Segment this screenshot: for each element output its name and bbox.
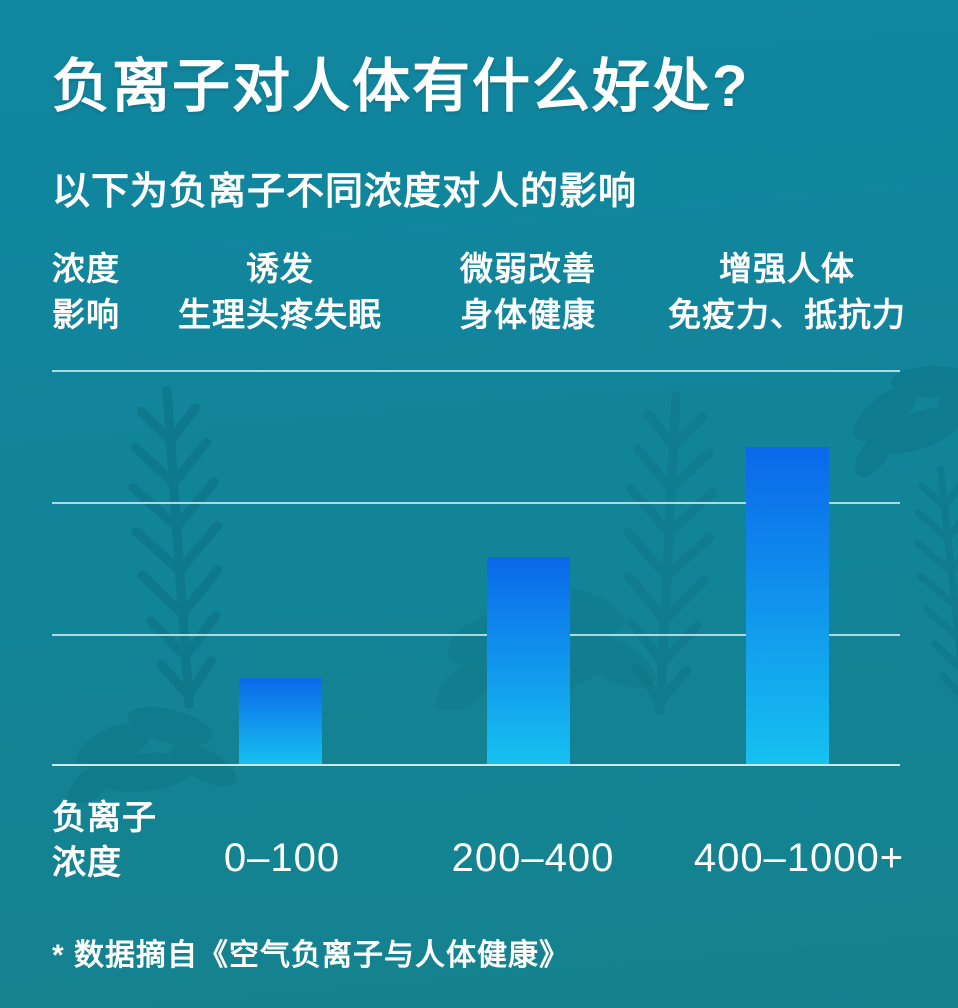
- data-source-footnote: * 数据摘自《空气负离子与人体健康》: [52, 939, 571, 972]
- gridline: [52, 634, 900, 636]
- effect-label-line2: 身体健康: [460, 296, 596, 333]
- x-axis-title-line2: 浓度: [52, 844, 122, 882]
- effect-label-line1: 诱发: [246, 250, 314, 287]
- x-tick-200-400: 200–400: [451, 836, 615, 880]
- gridline: [52, 502, 900, 504]
- effect-label-low-concentration: 诱发 生理头疼失眠: [119, 246, 441, 338]
- bar-400-1000plus: [746, 447, 829, 766]
- corner-label-line1: 浓度: [52, 250, 120, 287]
- effect-label-line2: 免疫力、抵抗力: [668, 296, 906, 333]
- corner-label-line2: 影响: [52, 296, 120, 333]
- effect-label-line1: 增强人体: [719, 250, 855, 287]
- effect-label-mid-concentration: 微弱改善 身体健康: [367, 246, 689, 338]
- x-axis-line: [52, 764, 900, 766]
- bar-200-400: [487, 557, 570, 766]
- x-tick-0-100: 0–100: [223, 836, 341, 880]
- x-axis-title: 负离子 浓度: [52, 796, 157, 886]
- page-subtitle: 以下为负离子不同浓度对人的影响: [52, 171, 638, 213]
- effect-label-line1: 微弱改善: [460, 250, 596, 287]
- page-title: 负离子对人体有什么好处?: [52, 54, 750, 119]
- x-axis-title-line1: 负离子: [52, 799, 157, 837]
- corner-label-concentration-effect: 浓度 影响: [52, 246, 120, 338]
- effect-label-line2: 生理头疼失眠: [178, 296, 382, 333]
- bar-chart: [52, 370, 900, 766]
- gridline: [52, 370, 900, 372]
- x-tick-400-1000plus: 400–1000+: [693, 836, 905, 880]
- bar-0-100: [239, 678, 322, 766]
- effect-label-high-concentration: 增强人体 免疫力、抵抗力: [626, 246, 948, 338]
